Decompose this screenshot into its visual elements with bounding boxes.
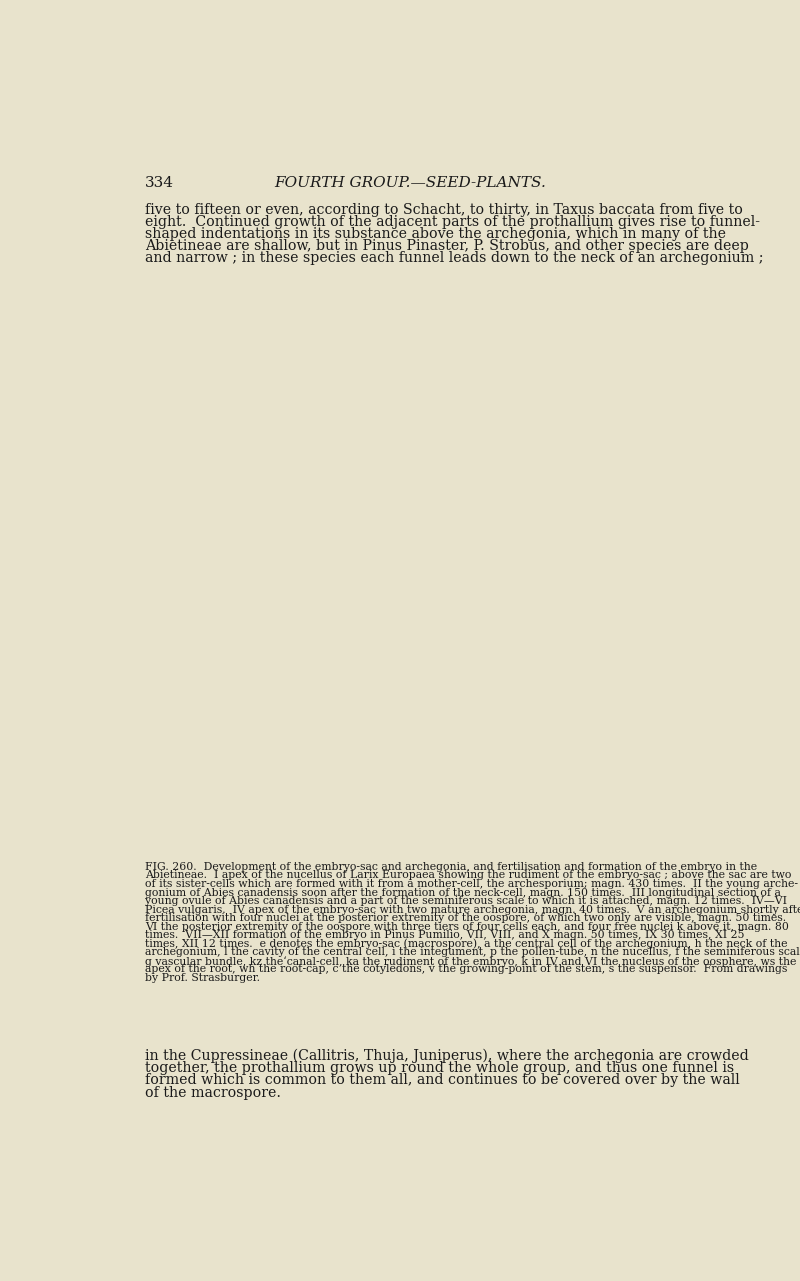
Text: g vascular bundle, kz the‘canal-cell, ka the rudiment of the embryo, k in IV and: g vascular bundle, kz the‘canal-cell, ka…: [146, 956, 797, 967]
Text: formed which is common to them all, and continues to be covered over by the wall: formed which is common to them all, and …: [146, 1073, 740, 1088]
Text: times.  VII—XII formation of the embryo in Pinus Pumilio, VII, VIII, and X magn.: times. VII—XII formation of the embryo i…: [146, 930, 745, 940]
Text: FIG. 260.  Development of the embryo-sac and archegonia, and fertilisation and f: FIG. 260. Development of the embryo-sac …: [146, 862, 758, 872]
Text: eight.  Continued growth of the adjacent parts of the prothallium gives rise to : eight. Continued growth of the adjacent …: [146, 215, 760, 229]
Text: Abietineae.  I apex of the nucellus of Larix Europaea showing the rudiment of th: Abietineae. I apex of the nucellus of La…: [146, 871, 792, 880]
Text: apex of the root, wh the root-cap, c the cotyledons, v the growing-point of the : apex of the root, wh the root-cap, c the…: [146, 965, 788, 975]
Text: gonium of Abies canadensis soon after the formation of the neck-cell, magn. 150 : gonium of Abies canadensis soon after th…: [146, 888, 781, 898]
Text: FOURTH GROUP.—SEED-PLANTS.: FOURTH GROUP.—SEED-PLANTS.: [274, 177, 546, 191]
Text: by Prof. Strasburger.: by Prof. Strasburger.: [146, 972, 260, 983]
Text: of the macrospore.: of the macrospore.: [146, 1086, 282, 1100]
FancyBboxPatch shape: [139, 434, 681, 849]
Text: young ovule of Abies canadensis and a part of the seminiferous scale to which it: young ovule of Abies canadensis and a pa…: [146, 895, 787, 906]
Text: archegonium, l the cavity of the central cell, i the integument, p the pollen-tu: archegonium, l the cavity of the central…: [146, 947, 800, 957]
Text: five to fifteen or even, according to Schacht, to thirty, in Taxus baccata from : five to fifteen or even, according to Sc…: [146, 204, 743, 216]
Text: of its sister-cells which are formed with it from a mother-cell, the archesporiu: of its sister-cells which are formed wit…: [146, 879, 798, 889]
Text: Abietineae are shallow, but in Pinus Pinaster, P. Strobus, and other species are: Abietineae are shallow, but in Pinus Pin…: [146, 238, 749, 252]
Text: in the Cupressineae (Callitris, Thuja, Juniperus), where the archegonia are crow: in the Cupressineae (Callitris, Thuja, J…: [146, 1048, 749, 1063]
Text: times, XII 12 times.  e denotes the embryo-sac (macrospore), a the central cell : times, XII 12 times. e denotes the embry…: [146, 939, 788, 949]
Text: fertilisation with four nuclei at the posterior extremity of the oospore, of whi: fertilisation with four nuclei at the po…: [146, 913, 786, 924]
Text: VI the posterior extremity of the oospore with three tiers of four cells each, a: VI the posterior extremity of the oospor…: [146, 921, 789, 931]
Text: 334: 334: [146, 177, 174, 191]
Text: and narrow ; in these species each funnel leads down to the neck of an archegoni: and narrow ; in these species each funne…: [146, 251, 764, 265]
Text: Picea vulgaris.  IV apex of the embryo-sac with two mature archegonia, magn. 40 : Picea vulgaris. IV apex of the embryo-sa…: [146, 904, 800, 915]
Text: shaped indentations in its substance above the archegonia, which in many of the: shaped indentations in its substance abo…: [146, 227, 726, 241]
Text: together, the prothallium grows up round the whole group, and thus one funnel is: together, the prothallium grows up round…: [146, 1061, 734, 1075]
